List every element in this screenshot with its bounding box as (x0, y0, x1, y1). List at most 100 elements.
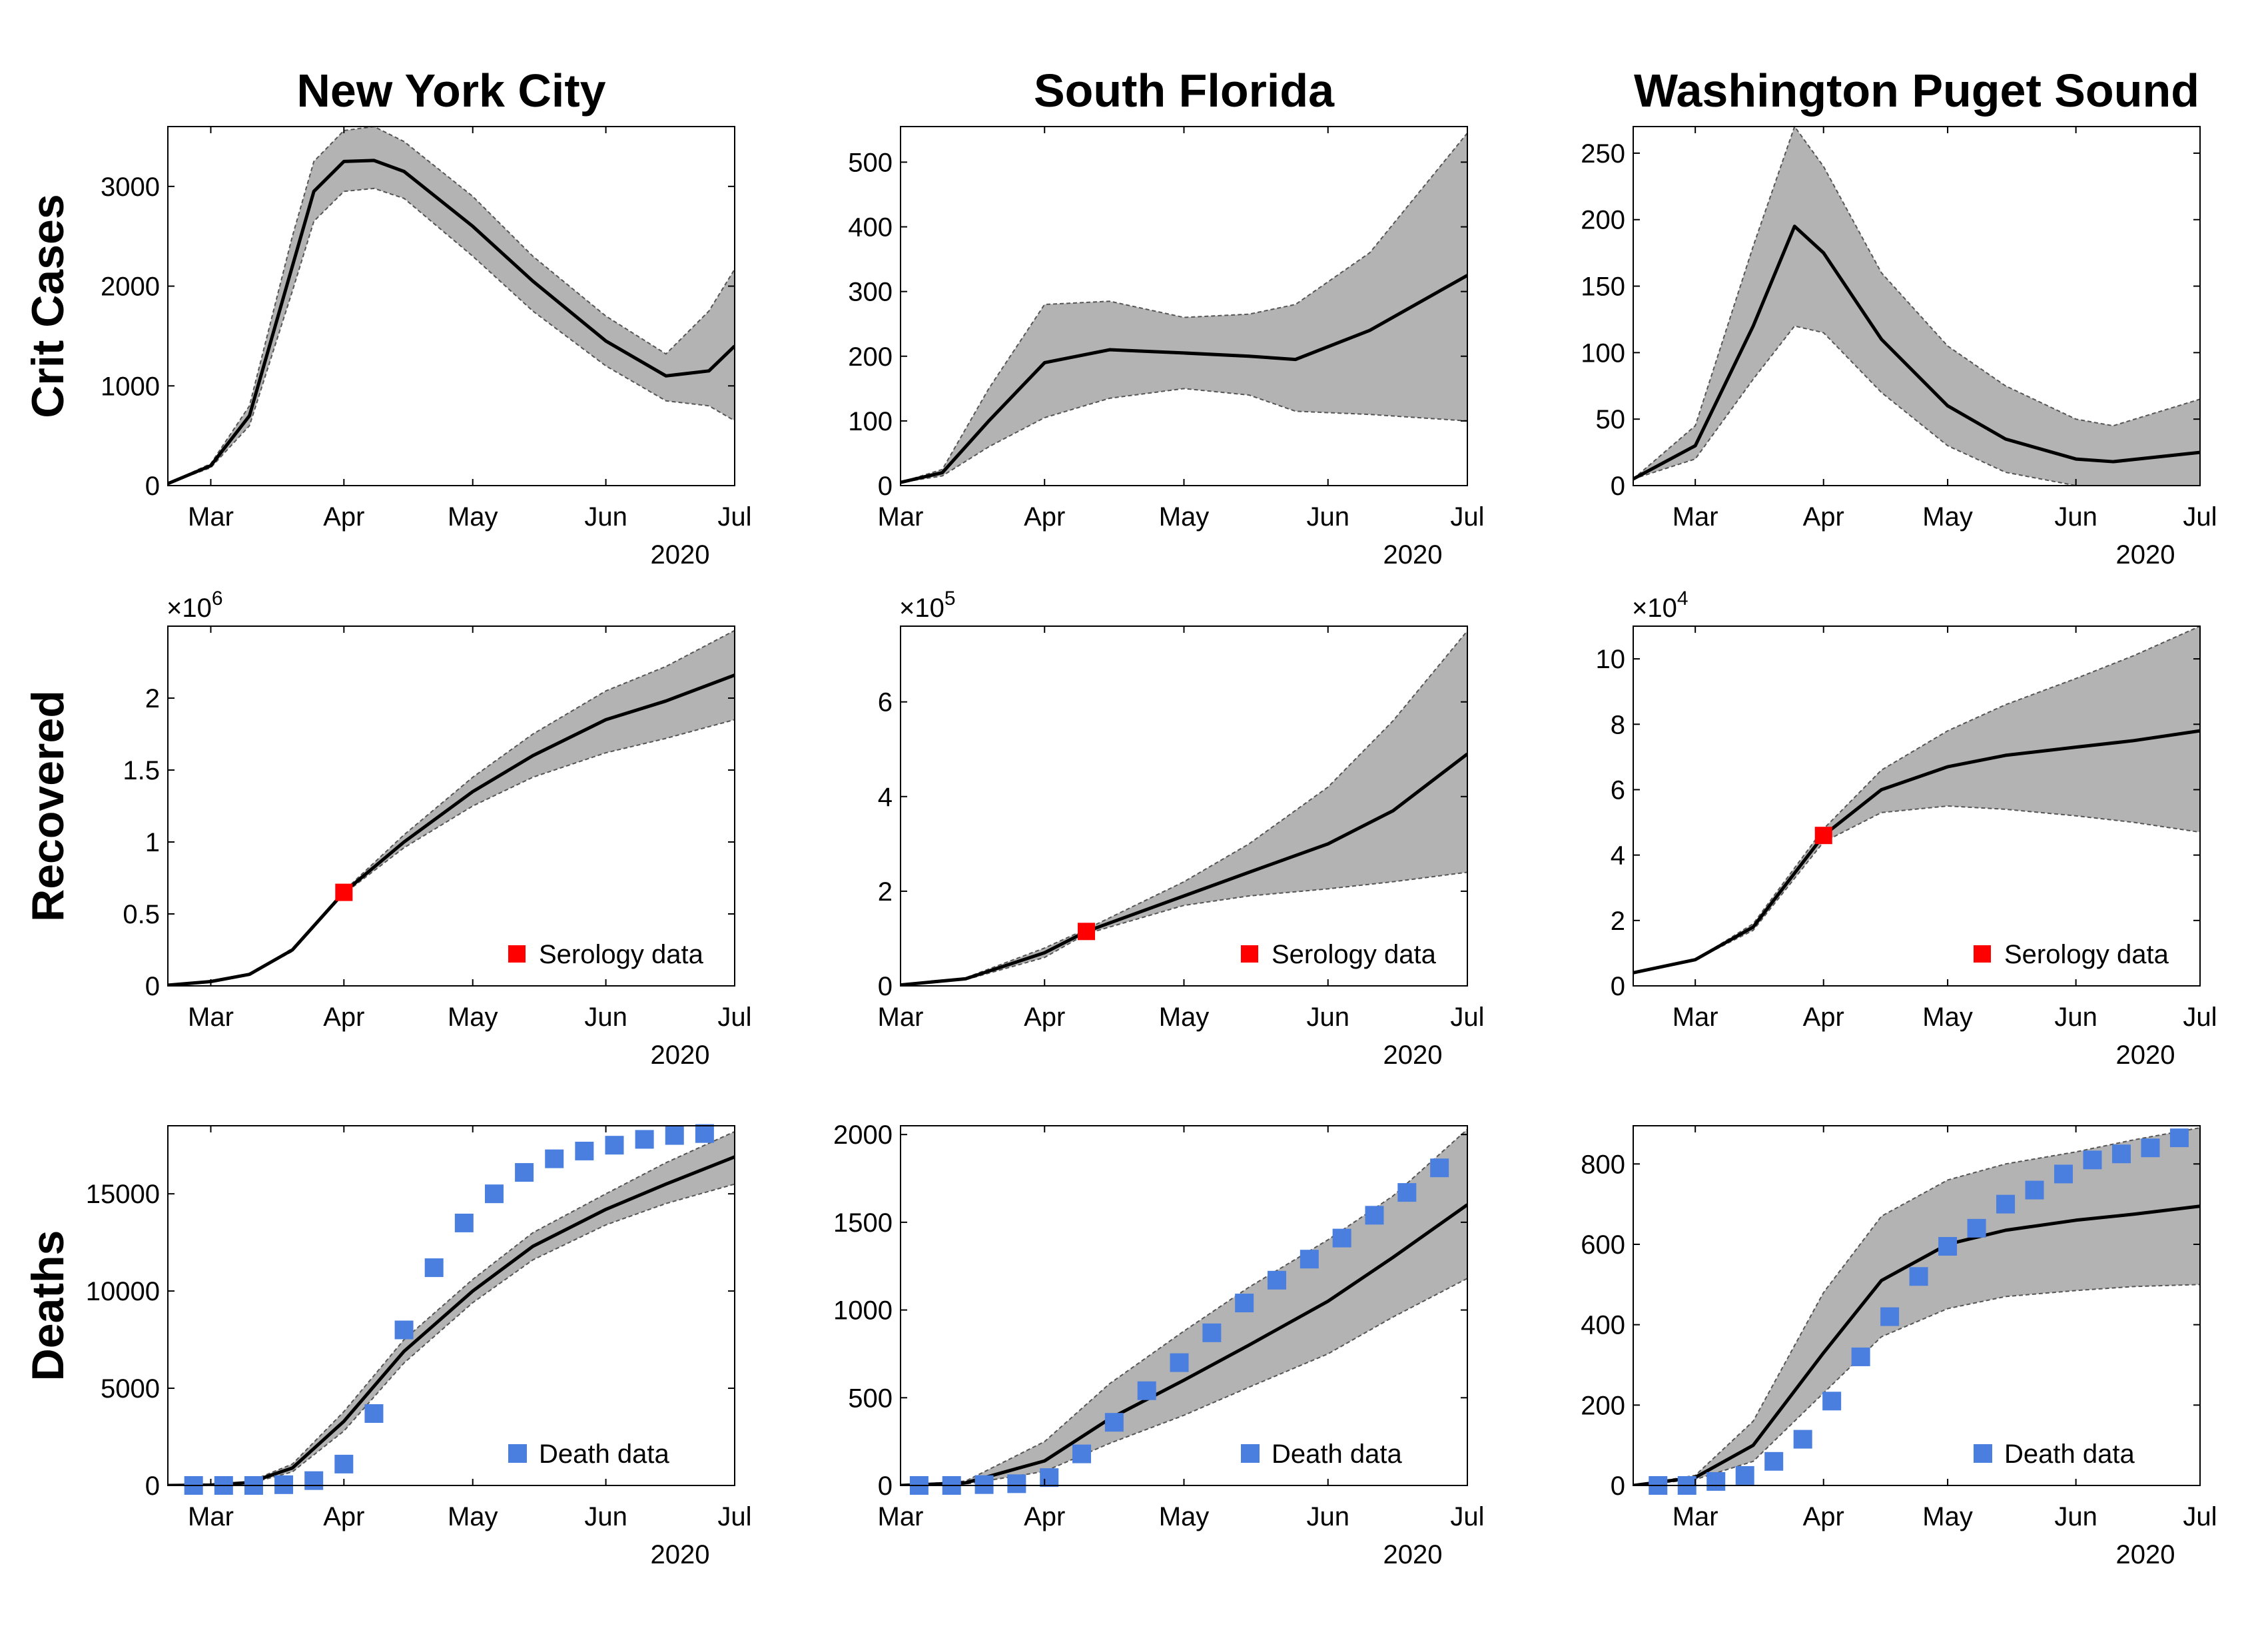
y-tick-label: 8 (1611, 710, 1625, 739)
y-tick-label: 250 (1581, 139, 1625, 169)
x-tick-label: Apr (1803, 502, 1844, 532)
y-tick-label: 0 (145, 972, 160, 1001)
y-tick-label: 2000 (101, 272, 160, 302)
x-tick-label: Mar (878, 1003, 924, 1032)
y-exponent-label: ×104 (1632, 588, 1688, 623)
death-data-marker (1430, 1158, 1449, 1178)
x-tick-label: Mar (878, 1502, 924, 1531)
death-data-marker (1040, 1468, 1059, 1487)
panel-7: Death data 0 500 1000 1500 2000 Mar Apr May Jun Ju… (833, 1120, 1485, 1569)
lower-bound-line (901, 388, 1467, 484)
death-data-marker (1268, 1270, 1287, 1290)
x-tick-label: Apr (1024, 1502, 1065, 1531)
x-year-label: 2020 (2116, 1040, 2175, 1070)
y-tick-label: 1000 (833, 1296, 893, 1326)
upper-bound-line (1633, 127, 2200, 480)
x-tick-label: Mar (188, 502, 234, 532)
death-data-marker (2083, 1150, 2102, 1170)
x-tick-label: Apr (1803, 1003, 1844, 1032)
y-tick-label: 1 (145, 828, 160, 857)
panel-5: Serology data 0 2 4 6 8 10×104 Mar Apr May Jun Jul 2… (1596, 588, 2217, 1070)
lower-bound-line (168, 187, 735, 484)
x-tick-label: May (1159, 1502, 1210, 1531)
x-year-label: 2020 (1383, 540, 1443, 570)
uncertainty-band (901, 133, 1467, 483)
legend-label: Serology data (539, 940, 704, 969)
y-tick-label: 4 (1611, 841, 1625, 871)
panel-2: 0 50 100 150 200 250 Mar Apr May Jun Jul 2020 (1581, 126, 2217, 570)
x-year-label: 2020 (651, 1540, 710, 1569)
legend-marker (1241, 945, 1258, 963)
x-year-label: 2020 (651, 540, 710, 570)
y-tick-label: 5000 (101, 1374, 160, 1404)
x-tick-label: Jun (2054, 1502, 2097, 1531)
death-data-marker (394, 1320, 414, 1340)
y-tick-label: 0 (878, 472, 893, 501)
x-tick-label: Jun (1306, 1502, 1349, 1531)
row-label-0: Crit Cases (23, 194, 73, 418)
legend-marker (508, 945, 526, 963)
column-title-1: South Florida (1034, 65, 1335, 117)
y-exponent-power: 4 (1677, 588, 1688, 610)
serology-marker (1078, 923, 1096, 941)
median-line (168, 159, 735, 486)
y-tick-label: 1.5 (123, 756, 160, 785)
death-data-marker (1735, 1465, 1754, 1485)
x-tick-label: May (1159, 502, 1210, 532)
y-exponent-label: ×105 (899, 588, 956, 623)
y-tick-label: 800 (1581, 1150, 1625, 1179)
x-tick-label: May (448, 502, 498, 532)
uncertainty-band (168, 127, 735, 484)
legend-marker (1241, 1444, 1260, 1463)
panel-6: Death data 0 5000 10000 15000 Mar Apr May Jun Jul… (86, 1124, 752, 1569)
median-line (1633, 1204, 2200, 1485)
y-tick-label: 100 (1581, 338, 1625, 368)
x-tick-label: Mar (188, 1003, 234, 1032)
x-tick-label: Jul (1450, 502, 1484, 532)
death-data-marker (545, 1149, 564, 1168)
x-tick-label: Apr (1024, 1003, 1065, 1032)
y-tick-label: 200 (1581, 206, 1625, 235)
median-line (901, 752, 1467, 986)
x-tick-label: May (1922, 1502, 1973, 1531)
death-data-marker (334, 1454, 354, 1473)
y-tick-label: 0 (1611, 1471, 1625, 1501)
x-tick-label: Jul (717, 1003, 751, 1032)
x-year-label: 2020 (2116, 1540, 2175, 1569)
x-tick-label: May (448, 1502, 498, 1531)
x-year-label: 2020 (651, 1040, 710, 1070)
upper-bound-line (901, 133, 1467, 484)
death-data-marker (1300, 1250, 1319, 1269)
x-tick-label: Jun (584, 1003, 627, 1032)
axes-box (1633, 126, 2201, 486)
serology-marker (1814, 827, 1832, 845)
row-label-2: Deaths (23, 1230, 73, 1382)
x-tick-label: May (1922, 502, 1973, 532)
y-tick-label: 400 (848, 213, 893, 242)
death-data-marker (515, 1163, 534, 1182)
y-exponent-power: 5 (944, 588, 956, 610)
y-tick-label: 2 (1611, 907, 1625, 936)
y-tick-label: 1500 (833, 1208, 893, 1238)
x-tick-label: Mar (878, 502, 924, 532)
death-data-marker (1170, 1353, 1189, 1372)
x-tick-label: May (448, 1003, 498, 1032)
y-tick-label: 300 (848, 278, 893, 307)
x-tick-label: Jun (1306, 502, 1349, 532)
y-tick-label: 100 (848, 407, 893, 436)
death-data-marker (575, 1141, 594, 1160)
x-tick-label: Jul (2183, 1502, 2217, 1531)
panel-8: Death data 0 200 400 600 800 Mar Apr May Jun Jul 20… (1581, 1125, 2217, 1569)
death-data-marker (454, 1213, 474, 1232)
death-data-marker (1706, 1471, 1726, 1491)
death-data-marker (1397, 1183, 1417, 1202)
x-tick-label: Mar (1673, 502, 1718, 532)
legend-label: Death data (2004, 1440, 2135, 1469)
death-data-marker (1104, 1413, 1124, 1432)
axes-box (167, 126, 735, 486)
x-tick-label: Jul (717, 1502, 751, 1531)
x-tick-label: Jun (1306, 1003, 1349, 1032)
death-data-marker (1822, 1392, 1842, 1411)
